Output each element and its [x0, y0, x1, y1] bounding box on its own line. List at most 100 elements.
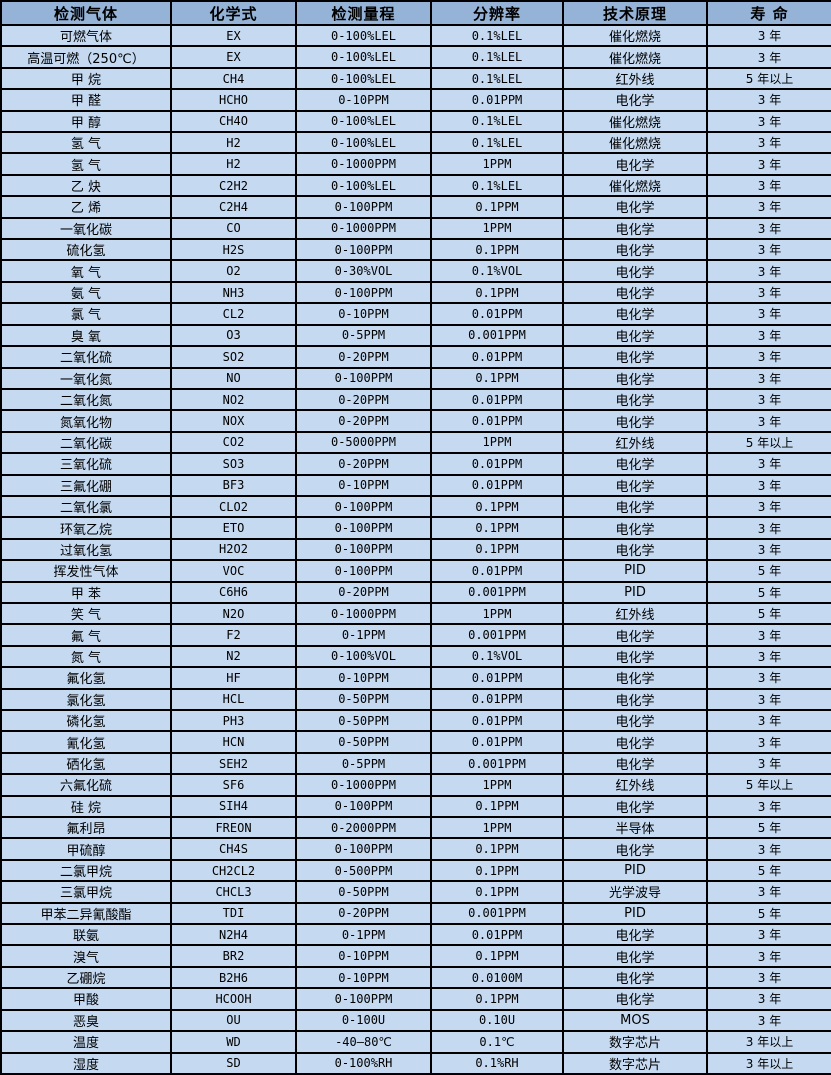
chemical-formula-cell: H2O2: [170, 537, 297, 562]
technical-principle-cell: 红外线: [562, 773, 708, 797]
detection-range-cell: 0-100PPM: [295, 366, 432, 390]
technical-principle-cell: PID: [562, 858, 708, 883]
lifespan-cell: 3 年: [706, 623, 831, 647]
table-row: 甲 醛 HCHO 0-10PPM 0.01PPM 电化学 3 年: [0, 88, 831, 112]
detection-range-cell: 0-5000PPM: [295, 430, 432, 455]
resolution-cell: 0.1%LEL: [430, 173, 564, 198]
detection-range-cell: 0-100%VOL: [295, 644, 432, 669]
gas-name-cell: 氮氧化物: [0, 409, 172, 433]
header-lifespan: 寿 命: [706, 0, 831, 26]
resolution-cell: 0.001PPM: [430, 580, 564, 604]
resolution-cell: 0.1PPM: [430, 238, 564, 262]
table-row: 氨 气 NH3 0-100PPM 0.1PPM 电化学 3 年: [0, 280, 831, 305]
detection-range-cell: 0-20PPM: [295, 452, 432, 476]
lifespan-cell: 5 年: [706, 901, 831, 926]
detection-range-cell: 0-10PPM: [295, 944, 432, 968]
table-row: 一氧化氮 NO 0-100PPM 0.1PPM 电化学 3 年: [0, 366, 831, 390]
lifespan-cell: 3 年: [706, 366, 831, 390]
detection-range-cell: 0-100PPM: [295, 280, 432, 305]
chemical-formula-cell: O2: [170, 259, 297, 283]
resolution-cell: 0.1%LEL: [430, 131, 564, 155]
technical-principle-cell: MOS: [562, 1008, 708, 1033]
chemical-formula-cell: CL2: [170, 302, 297, 326]
gas-name-cell: 可燃气体: [0, 23, 172, 48]
detection-range-cell: 0-20PPM: [295, 409, 432, 433]
resolution-cell: 0.1%VOL: [430, 259, 564, 283]
detection-range-cell: 0-1000PPM: [295, 773, 432, 797]
chemical-formula-cell: CO2: [170, 430, 297, 455]
resolution-cell: 0.001PPM: [430, 323, 564, 348]
technical-principle-cell: 电化学: [562, 944, 708, 968]
technical-principle-cell: 催化燃烧: [562, 109, 708, 134]
chemical-formula-cell: FREON: [170, 816, 297, 840]
gas-name-cell: 臭 氧: [0, 323, 172, 348]
gas-name-cell: 二氧化硫: [0, 345, 172, 369]
header-gas-name: 检测气体: [0, 0, 172, 26]
chemical-formula-cell: N2H4: [170, 923, 297, 947]
resolution-cell: 0.1PPM: [430, 537, 564, 562]
table-body: 可燃气体 EX 0-100%LEL 0.1%LEL 催化燃烧 3 年高温可燃（250℃） E…: [0, 23, 831, 1075]
technical-principle-cell: 电化学: [562, 302, 708, 326]
table-row: 硫化氢 H2S 0-100PPM 0.1PPM 电化学 3 年: [0, 238, 831, 262]
resolution-cell: 0.01PPM: [430, 559, 564, 583]
chemical-formula-cell: BF3: [170, 473, 297, 497]
gas-name-cell: 温度: [0, 1030, 172, 1054]
chemical-formula-cell: EX: [170, 45, 297, 69]
detection-range-cell: 0-10PPM: [295, 88, 432, 112]
resolution-cell: 0.01PPM: [430, 387, 564, 412]
chemical-formula-cell: HCHO: [170, 88, 297, 112]
gas-name-cell: 过氧化氢: [0, 537, 172, 562]
chemical-formula-cell: CH4S: [170, 837, 297, 861]
lifespan-cell: 5 年: [706, 816, 831, 840]
lifespan-cell: 3 年以上: [706, 1051, 831, 1075]
table-row: 联氨 N2H4 0-1PPM 0.01PPM 电化学 3 年: [0, 923, 831, 947]
chemical-formula-cell: SO2: [170, 345, 297, 369]
lifespan-cell: 3 年: [706, 923, 831, 947]
detection-range-cell: 0-1PPM: [295, 923, 432, 947]
resolution-cell: 0.1PPM: [430, 858, 564, 883]
technical-principle-cell: 催化燃烧: [562, 131, 708, 155]
detection-range-cell: 0-50PPM: [295, 687, 432, 712]
table-row: 笑 气 N2O 0-1000PPM 1PPM 红外线 5 年: [0, 601, 831, 626]
technical-principle-cell: 电化学: [562, 195, 708, 219]
chemical-formula-cell: CHCL3: [170, 880, 297, 904]
resolution-cell: 0.1PPM: [430, 837, 564, 861]
detection-range-cell: 0-10PPM: [295, 302, 432, 326]
chemical-formula-cell: C6H6: [170, 580, 297, 604]
chemical-formula-cell: SD: [170, 1051, 297, 1075]
lifespan-cell: 3 年: [706, 452, 831, 476]
resolution-cell: 0.1PPM: [430, 987, 564, 1011]
technical-principle-cell: 电化学: [562, 708, 708, 733]
gas-name-cell: 磷化氢: [0, 708, 172, 733]
detection-range-cell: 0-100PPM: [295, 837, 432, 861]
chemical-formula-cell: HF: [170, 666, 297, 690]
detection-range-cell: 0-1000PPM: [295, 152, 432, 176]
resolution-cell: 1PPM: [430, 430, 564, 455]
gas-name-cell: 三氧化硫: [0, 452, 172, 476]
technical-principle-cell: 催化燃烧: [562, 23, 708, 48]
gas-name-cell: 笑 气: [0, 601, 172, 626]
detection-range-cell: 0-50PPM: [295, 730, 432, 754]
technical-principle-cell: 数字芯片: [562, 1051, 708, 1075]
lifespan-cell: 3 年: [706, 987, 831, 1011]
gas-name-cell: 氰化氢: [0, 730, 172, 754]
technical-principle-cell: 电化学: [562, 987, 708, 1011]
table-row: 硅 烷 SIH4 0-100PPM 0.1PPM 电化学 3 年: [0, 794, 831, 819]
detection-range-cell: 0-100PPM: [295, 516, 432, 540]
technical-principle-cell: 电化学: [562, 366, 708, 390]
gas-name-cell: 氯化氢: [0, 687, 172, 712]
technical-principle-cell: 电化学: [562, 687, 708, 712]
resolution-cell: 1PPM: [430, 816, 564, 840]
table-row: 磷化氢 PH3 0-50PPM 0.01PPM 电化学 3 年: [0, 708, 831, 733]
lifespan-cell: 3 年: [706, 45, 831, 69]
gas-name-cell: 氟利昂: [0, 816, 172, 840]
table-row: 可燃气体 EX 0-100%LEL 0.1%LEL 催化燃烧 3 年: [0, 23, 831, 48]
table-row: 二氧化碳 CO2 0-5000PPM 1PPM 红外线 5 年以上: [0, 430, 831, 455]
gas-name-cell: 氮 气: [0, 644, 172, 669]
detection-range-cell: 0-1PPM: [295, 623, 432, 647]
resolution-cell: 0.1PPM: [430, 494, 564, 519]
table-row: 硒化氢 SEH2 0-5PPM 0.001PPM 电化学 3 年: [0, 751, 831, 776]
lifespan-cell: 3 年: [706, 280, 831, 305]
technical-principle-cell: 催化燃烧: [562, 173, 708, 198]
resolution-cell: 0.01PPM: [430, 452, 564, 476]
